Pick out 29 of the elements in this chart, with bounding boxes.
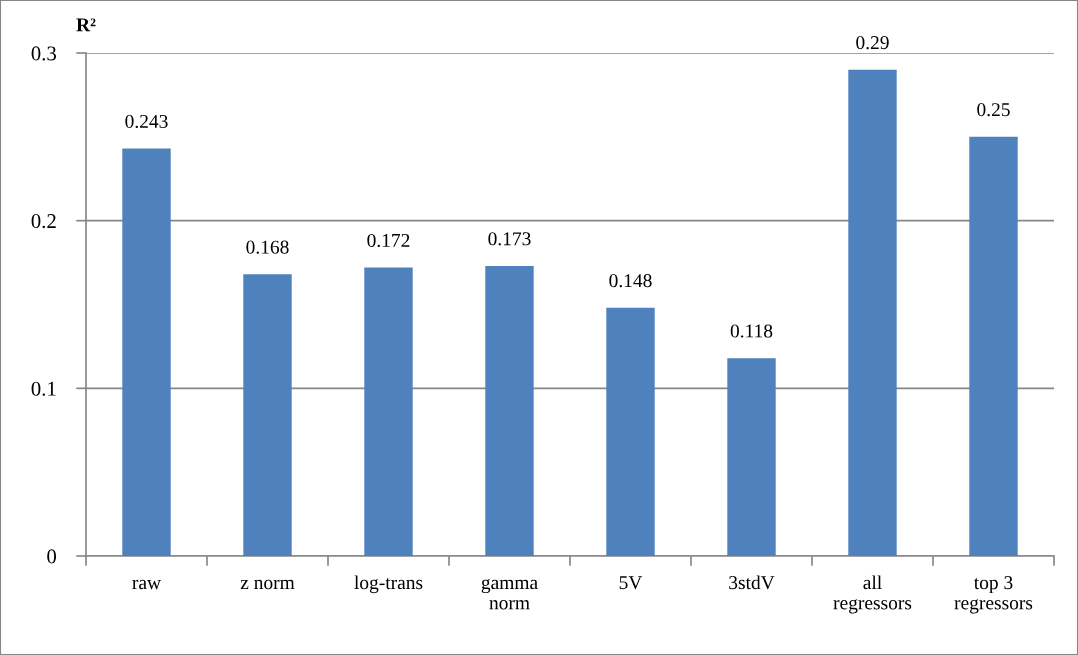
bar	[122, 148, 171, 556]
x-tick-label: all regressors	[833, 575, 912, 614]
data-label: 0.118	[730, 324, 773, 338]
data-label: 0.168	[246, 240, 289, 254]
x-tick-label: z norm	[240, 579, 295, 590]
bar	[485, 265, 534, 556]
bar	[848, 69, 897, 556]
x-tick-label: top 3 regressors	[954, 576, 1033, 614]
data-label: 0.148	[609, 274, 652, 288]
x-tick-label: 3stdV	[729, 575, 775, 590]
data-label: 0.243	[125, 114, 168, 129]
bar	[364, 267, 413, 556]
data-label: 0.25	[977, 103, 1010, 117]
bar	[243, 274, 292, 556]
x-tick-label: raw	[132, 579, 161, 590]
data-label: 0.29	[856, 36, 889, 50]
x-tick-label: log-trans	[354, 575, 423, 594]
bar	[606, 307, 655, 556]
bar	[727, 358, 776, 556]
bar	[969, 136, 1018, 556]
x-tick-label: 5V	[619, 576, 643, 590]
y-tick-label: 0.2	[31, 214, 56, 229]
y-axis-title: R²	[76, 18, 96, 32]
y-tick-label: 0.3	[31, 46, 57, 61]
data-label: 0.173	[488, 232, 531, 246]
data-label: 0.172	[367, 233, 410, 248]
y-tick-label: 0	[47, 549, 57, 564]
x-tick-label: gamma norm	[481, 578, 538, 610]
y-tick-label: 0.1	[31, 381, 56, 396]
